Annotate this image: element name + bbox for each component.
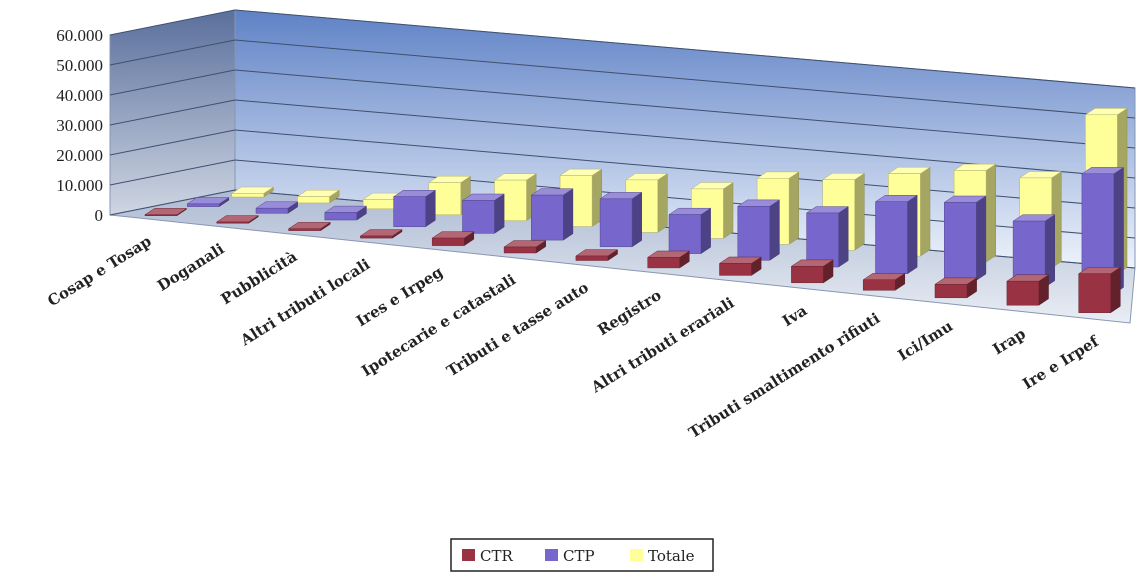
- bar-ctr-1: [215, 215, 260, 224]
- gridline: [109, 39, 1136, 119]
- x-tick-label: Cosap e Tosap: [44, 232, 154, 310]
- x-tick-label: Doganali: [154, 240, 228, 295]
- bar-ctr-5: [503, 240, 547, 254]
- legend-swatch-ctp: [545, 549, 558, 561]
- bar-ctp-1: [255, 201, 299, 214]
- y-tick-label: 10.000: [56, 176, 103, 195]
- gridline: [109, 9, 1136, 89]
- x-tick-label: Tributi e tasse auto: [443, 278, 591, 380]
- bar-ctp-12: [1012, 214, 1056, 288]
- x-tick-label: Ici/Imu: [895, 317, 956, 365]
- gridline: [109, 69, 1136, 149]
- x-tick-label: Ire e Irpef: [1019, 331, 1103, 393]
- gridline: [109, 99, 1136, 179]
- bar-ctr-8: [718, 256, 762, 276]
- bar-ctp-11: [943, 195, 987, 281]
- bar-ctp-2: [323, 205, 368, 221]
- bars: [144, 107, 1128, 314]
- bar-ctr-6: [575, 249, 619, 261]
- x-tick-label: Pubblicità: [218, 247, 301, 308]
- bar-ctr-2: [287, 221, 332, 232]
- legend-label-ctp: CTP: [563, 547, 595, 565]
- y-tick-label: 0: [95, 206, 104, 225]
- y-tick-label: 20.000: [56, 146, 103, 165]
- bar-ctr-11: [934, 277, 978, 299]
- x-tick-label: Registro: [594, 286, 664, 339]
- bar-ctp-10: [874, 194, 918, 275]
- bar-ctr-4: [431, 231, 475, 247]
- x-tick-label: Tributi smaltimento rifiuti: [685, 309, 883, 442]
- legend-label-totale: Totale: [648, 547, 695, 565]
- bar-ctp-5: [530, 188, 574, 241]
- bar-ctr-9: [790, 259, 834, 284]
- bar-ctr-7: [646, 250, 691, 269]
- bar-ctp-6: [599, 191, 643, 248]
- legend-box: [450, 538, 714, 572]
- legend-label-ctr: CTR: [480, 547, 513, 565]
- legend-swatch-ctr: [462, 549, 475, 561]
- bar-ctp-3: [392, 189, 437, 228]
- y-tick-label: 60.000: [56, 26, 103, 45]
- x-tick-label: Ipotecarie e catastali: [358, 270, 519, 380]
- bar-ctr-13: [1077, 266, 1122, 314]
- x-tick-label: Altri tributi erariali: [587, 294, 737, 397]
- bar-totale-1: [296, 189, 340, 204]
- bar-totale-0: [230, 186, 275, 198]
- bar-ctp-8: [736, 199, 781, 261]
- bar-ctr-3: [359, 229, 403, 239]
- bar-ctr-12: [1006, 274, 1050, 306]
- x-tick-label: Irap: [990, 325, 1029, 359]
- bar-ctr-10: [862, 272, 906, 291]
- legend-swatch-totale: [630, 549, 643, 561]
- bar-ctp-9: [805, 206, 850, 268]
- y-tick-label: 40.000: [56, 86, 103, 105]
- y-axis-ticks: 0 10.000 20.000 30.000 40.000 50.000 60.000: [56, 26, 103, 225]
- x-tick-label: Iva: [779, 301, 810, 330]
- bar-ctp-0: [186, 197, 230, 208]
- bar-ctp-4: [461, 193, 505, 234]
- bar-ctr-0: [144, 207, 188, 217]
- legend: CTR CTP Totale: [450, 538, 714, 572]
- y-tick-label: 30.000: [56, 116, 103, 135]
- bar-ctp-13: [1081, 166, 1125, 295]
- bar-ctp-7: [668, 207, 712, 255]
- y-tick-label: 50.000: [56, 56, 103, 75]
